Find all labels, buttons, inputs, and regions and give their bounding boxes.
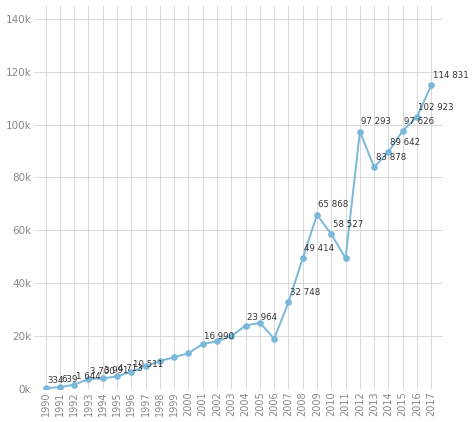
Text: 97 293: 97 293	[361, 117, 391, 127]
Text: 89 642: 89 642	[390, 138, 420, 146]
Text: 83 878: 83 878	[376, 153, 406, 162]
Text: 639: 639	[61, 375, 78, 384]
Text: 58 527: 58 527	[332, 220, 363, 229]
Text: 10 511: 10 511	[133, 360, 163, 368]
Text: 4 713: 4 713	[118, 364, 143, 373]
Text: 3 700: 3 700	[90, 367, 114, 376]
Text: 1 644: 1 644	[76, 372, 100, 381]
Text: 49 414: 49 414	[304, 244, 334, 253]
Text: 334: 334	[47, 376, 64, 385]
Text: 32 748: 32 748	[290, 288, 320, 297]
Text: 16 990: 16 990	[204, 332, 234, 341]
Text: 23 964: 23 964	[247, 314, 277, 322]
Text: 97 626: 97 626	[404, 116, 434, 125]
Text: 102 923: 102 923	[418, 103, 454, 111]
Text: 65 868: 65 868	[318, 200, 349, 209]
Text: 114 831: 114 831	[433, 71, 468, 80]
Text: 3 991: 3 991	[104, 366, 129, 375]
